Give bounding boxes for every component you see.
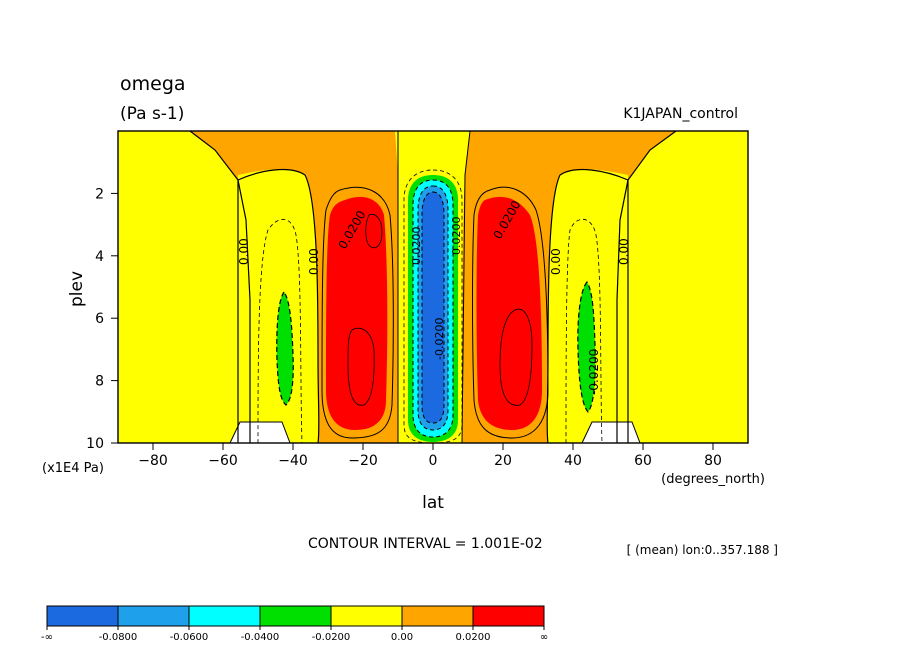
chart-title: omega — [120, 73, 186, 95]
contour-line — [189, 130, 251, 443]
contour-line — [412, 179, 454, 438]
x-tick-label: 20 — [494, 453, 512, 469]
contour-line — [472, 186, 549, 439]
contour-fill-band — [577, 282, 596, 412]
chart-units: (Pa s-1) — [120, 104, 184, 124]
x-axis-label: lat — [422, 493, 444, 513]
contour-lines — [189, 130, 677, 444]
contour-label: 0.0200 — [450, 217, 463, 256]
contour-label: 0.0200 — [410, 227, 423, 266]
contour-line — [421, 191, 445, 424]
contour-line — [417, 185, 449, 431]
contour-line — [577, 280, 596, 413]
contour-label: 0.00 — [307, 248, 321, 275]
contour-fill-band — [326, 196, 388, 430]
contour-label: 0.00 — [549, 248, 563, 275]
y-tick-label: 4 — [95, 249, 104, 265]
contour-line — [499, 308, 533, 406]
colorbar-swatch — [472, 605, 545, 627]
y-axis-label: plev — [67, 271, 87, 307]
contour-fill-band — [422, 192, 444, 423]
y-axis-ticks: 2 4 6 8 10 — [86, 186, 118, 452]
colorbar-label: 0.00 — [391, 632, 413, 643]
contour-line — [347, 327, 375, 406]
contour-fill-band — [118, 131, 250, 443]
contour-line — [237, 169, 320, 444]
contour-interval-label: CONTOUR INTERVAL = 1.001E-02 — [308, 536, 543, 552]
contour-fill-band — [238, 169, 319, 443]
contour-label: -0.0200 — [587, 349, 601, 395]
x-tick-label: 80 — [704, 453, 722, 469]
colorbar-swatch — [46, 605, 119, 627]
colorbar-swatch — [117, 605, 190, 627]
y-tick-label: 2 — [95, 186, 104, 202]
x-axis-units: (degrees_north) — [661, 472, 765, 487]
x-tick-label: 40 — [564, 453, 582, 469]
x-tick-label: −40 — [278, 453, 308, 469]
colorbar-swatch — [188, 605, 261, 627]
contour-line — [276, 290, 294, 406]
y-tick-label: 6 — [95, 311, 104, 327]
colorbar-label: 0.0200 — [456, 632, 491, 643]
contour-label: 0.00 — [237, 238, 251, 265]
y-tick-label: 10 — [86, 436, 104, 452]
colorbar-label: -0.0800 — [99, 632, 138, 643]
x-tick-label: 60 — [634, 453, 652, 469]
colorbar: -∞ -0.0800 -0.0600 -0.0400 -0.0200 0.00 0.0200… — [41, 605, 548, 643]
dataset-label: K1JAPAN_control — [623, 106, 738, 122]
plot-area: 0.00 0.00 0.0200 0.0200 0.0200 0.00 0.00… — [117, 130, 749, 444]
x-tick-label: −60 — [208, 453, 238, 469]
topography-mask — [229, 421, 291, 444]
x-tick-label: −80 — [138, 453, 168, 469]
colorbar-label: -∞ — [41, 632, 53, 643]
x-tick-label: −20 — [348, 453, 378, 469]
contour-line — [565, 218, 603, 444]
y-axis-units: (x1E4 Pa) — [42, 461, 104, 476]
contour-line — [365, 213, 383, 249]
contour-label: -0.0200 — [433, 318, 446, 360]
colorbar-label: ∞ — [540, 632, 548, 643]
contour-fill-band — [617, 131, 748, 443]
colorbar-swatch — [401, 605, 474, 627]
colorbar-swatch — [330, 605, 403, 627]
contour-line — [321, 186, 394, 439]
topography-mask — [581, 421, 641, 444]
contour-fill-band — [476, 196, 542, 430]
contour-line — [616, 130, 677, 443]
contour-line — [257, 218, 303, 444]
contour-fill-band — [276, 292, 294, 405]
y-tick-label: 8 — [95, 374, 104, 390]
contour-label: 0.00 — [617, 238, 631, 265]
colorbar-label: -0.0600 — [170, 632, 209, 643]
colorbar-label: -0.0200 — [312, 632, 351, 643]
colorbar-swatch — [259, 605, 332, 627]
contour-line — [461, 130, 471, 444]
x-axis-ticks: −80 −60 −40 −20 0 20 40 60 80 — [138, 443, 722, 469]
contour-line — [546, 169, 629, 444]
subset-label: [ (mean) lon:0..357.188 ] — [627, 543, 778, 557]
x-tick-label: 0 — [429, 453, 438, 469]
colorbar-label: -0.0400 — [241, 632, 280, 643]
